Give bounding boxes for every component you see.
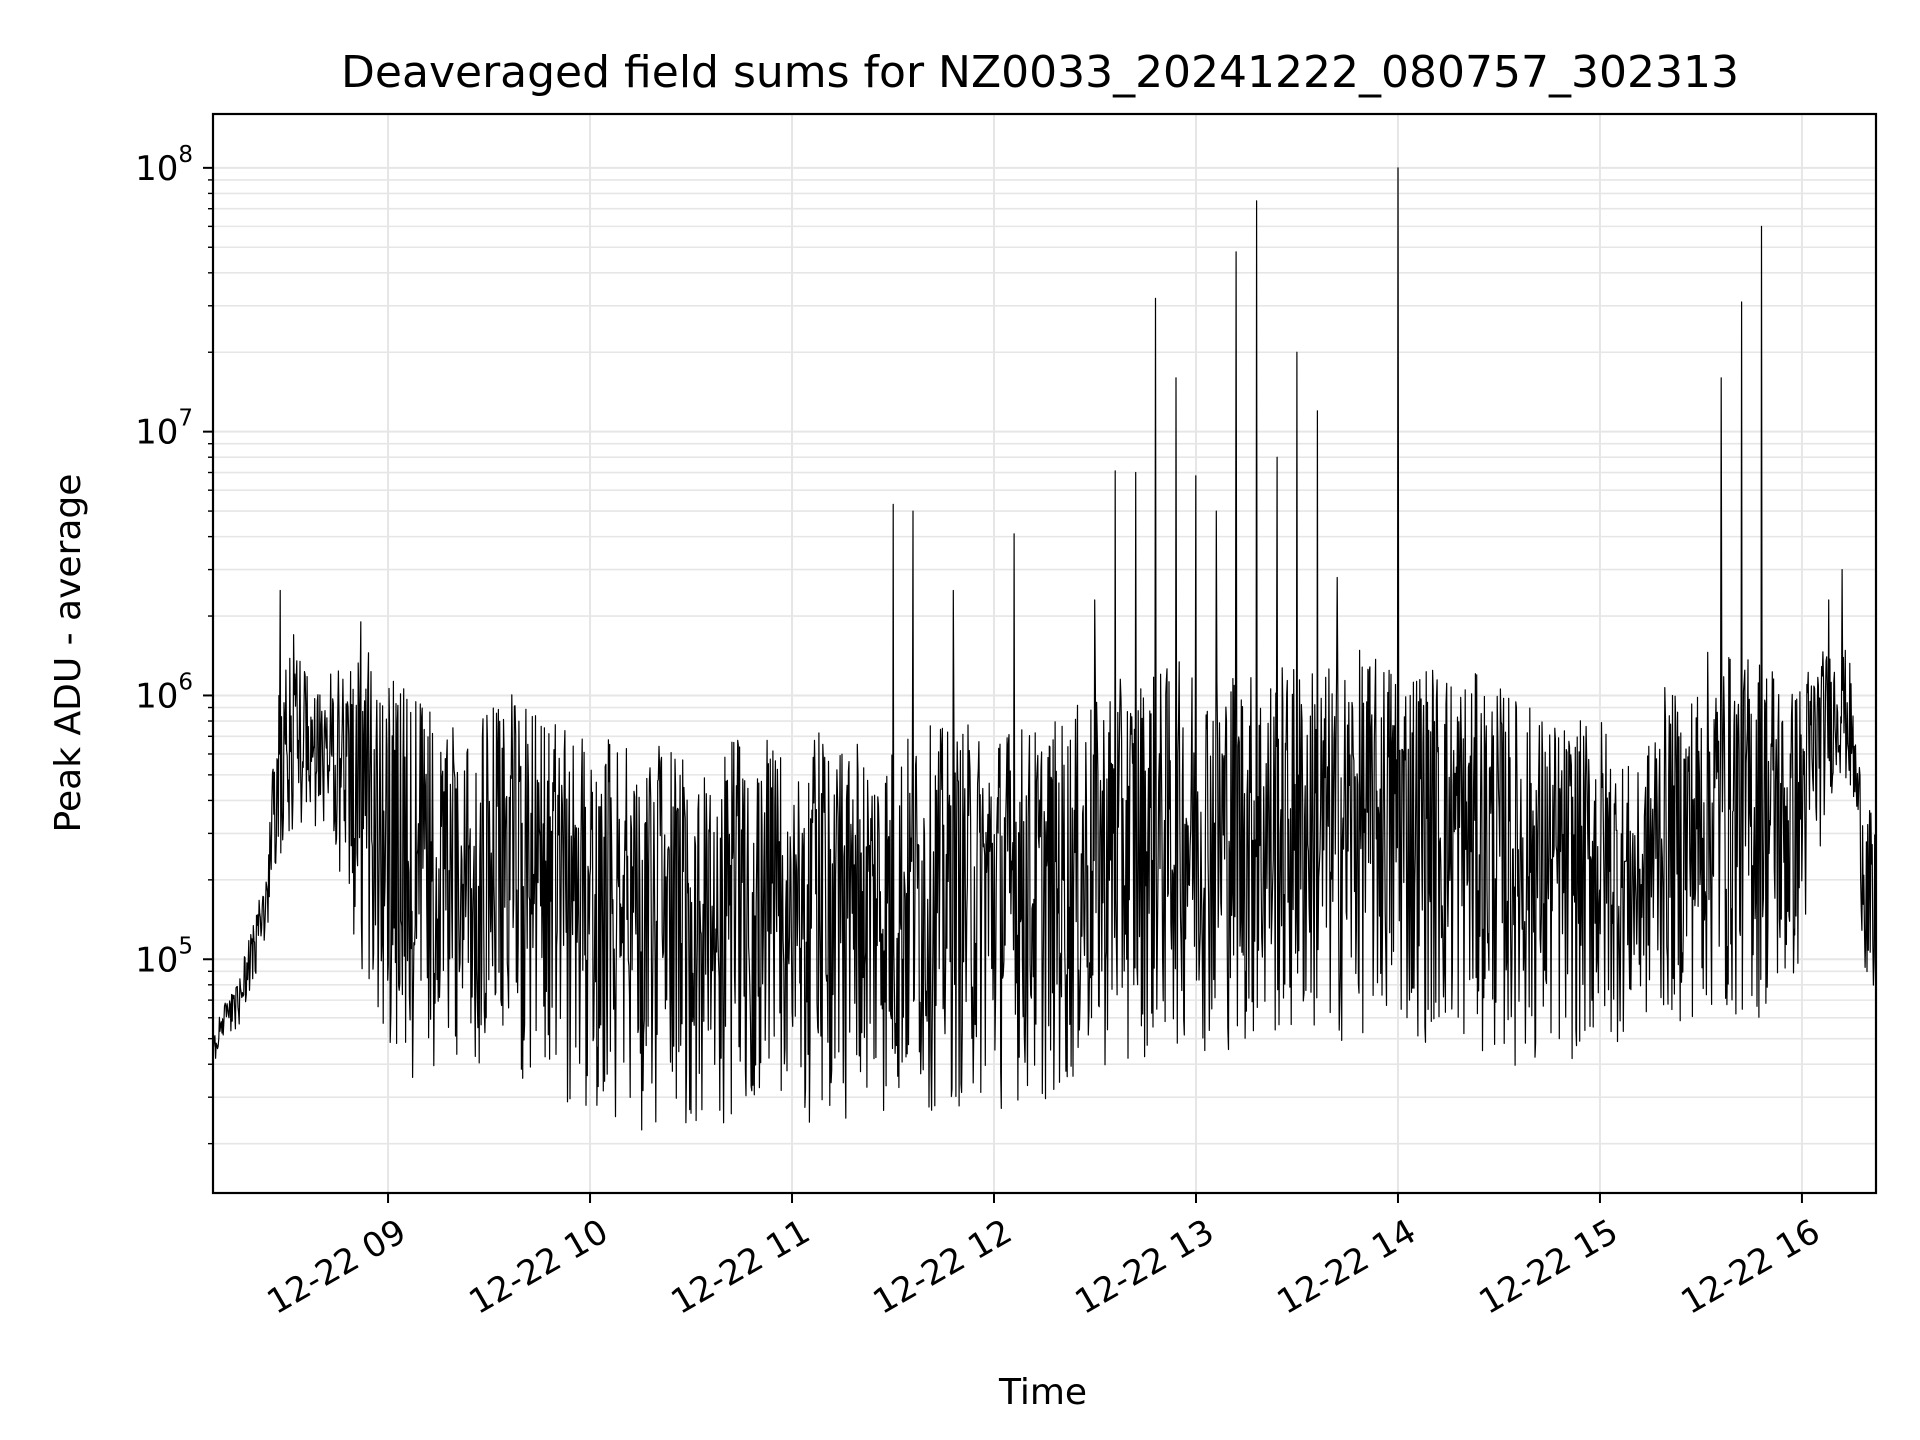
y-tick-base: 10 (135, 413, 178, 453)
y-tick-exponent: 7 (178, 406, 193, 432)
y-axis-label: Peak ADU - average (48, 474, 89, 833)
series-line (212, 167, 1877, 1131)
plot-frame (211, 112, 1878, 1195)
y-tick-base: 10 (135, 149, 178, 189)
chart-title: Deaveraged field sums for NZ0033_2024122… (341, 47, 1739, 98)
y-tick-label: 107 (135, 406, 193, 453)
y-tick-label: 108 (135, 142, 193, 189)
y-tick-exponent: 8 (178, 142, 193, 168)
y-tick-base: 10 (135, 940, 178, 980)
y-tick-base: 10 (135, 676, 178, 716)
y-tick-label: 105 (135, 933, 193, 980)
x-axis-label: Time (998, 1372, 1087, 1413)
y-tick-exponent: 6 (178, 669, 193, 695)
y-tick-label: 106 (135, 669, 193, 716)
plot-area (212, 167, 1877, 1131)
y-tick-exponent: 5 (178, 933, 193, 959)
